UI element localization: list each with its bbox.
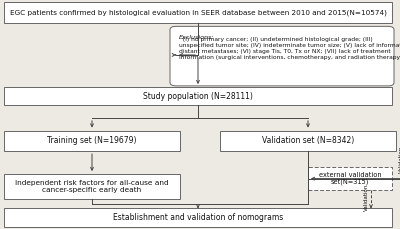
Text: Study population (N=28111): Study population (N=28111) (143, 92, 253, 101)
Text: EGC patients confirmed by histological evaluation in SEER database between 2010 : EGC patients confirmed by histological e… (10, 9, 386, 16)
Text: external validation
set(N=315): external validation set(N=315) (319, 172, 381, 185)
FancyBboxPatch shape (4, 2, 392, 23)
Text: Independent risk factors for all-cause and
cancer-specific early death: Independent risk factors for all-cause a… (15, 180, 169, 193)
Text: Validation set (N=8342): Validation set (N=8342) (262, 136, 354, 145)
Text: Exclusions:: Exclusions: (179, 35, 215, 41)
Text: Validation: Validation (399, 146, 400, 173)
FancyBboxPatch shape (4, 208, 392, 227)
Text: (I) no primary cancer; (II) undetermined histological grade; (III)
unspecified t: (I) no primary cancer; (II) undetermined… (179, 37, 400, 60)
Text: Validation: Validation (364, 183, 369, 211)
FancyBboxPatch shape (4, 174, 180, 199)
FancyBboxPatch shape (308, 167, 392, 190)
Text: Establishment and validation of nomograms: Establishment and validation of nomogram… (113, 213, 283, 222)
FancyBboxPatch shape (4, 131, 180, 151)
FancyBboxPatch shape (170, 26, 394, 86)
FancyBboxPatch shape (4, 87, 392, 105)
FancyBboxPatch shape (220, 131, 396, 151)
Text: Training set (N=19679): Training set (N=19679) (47, 136, 137, 145)
